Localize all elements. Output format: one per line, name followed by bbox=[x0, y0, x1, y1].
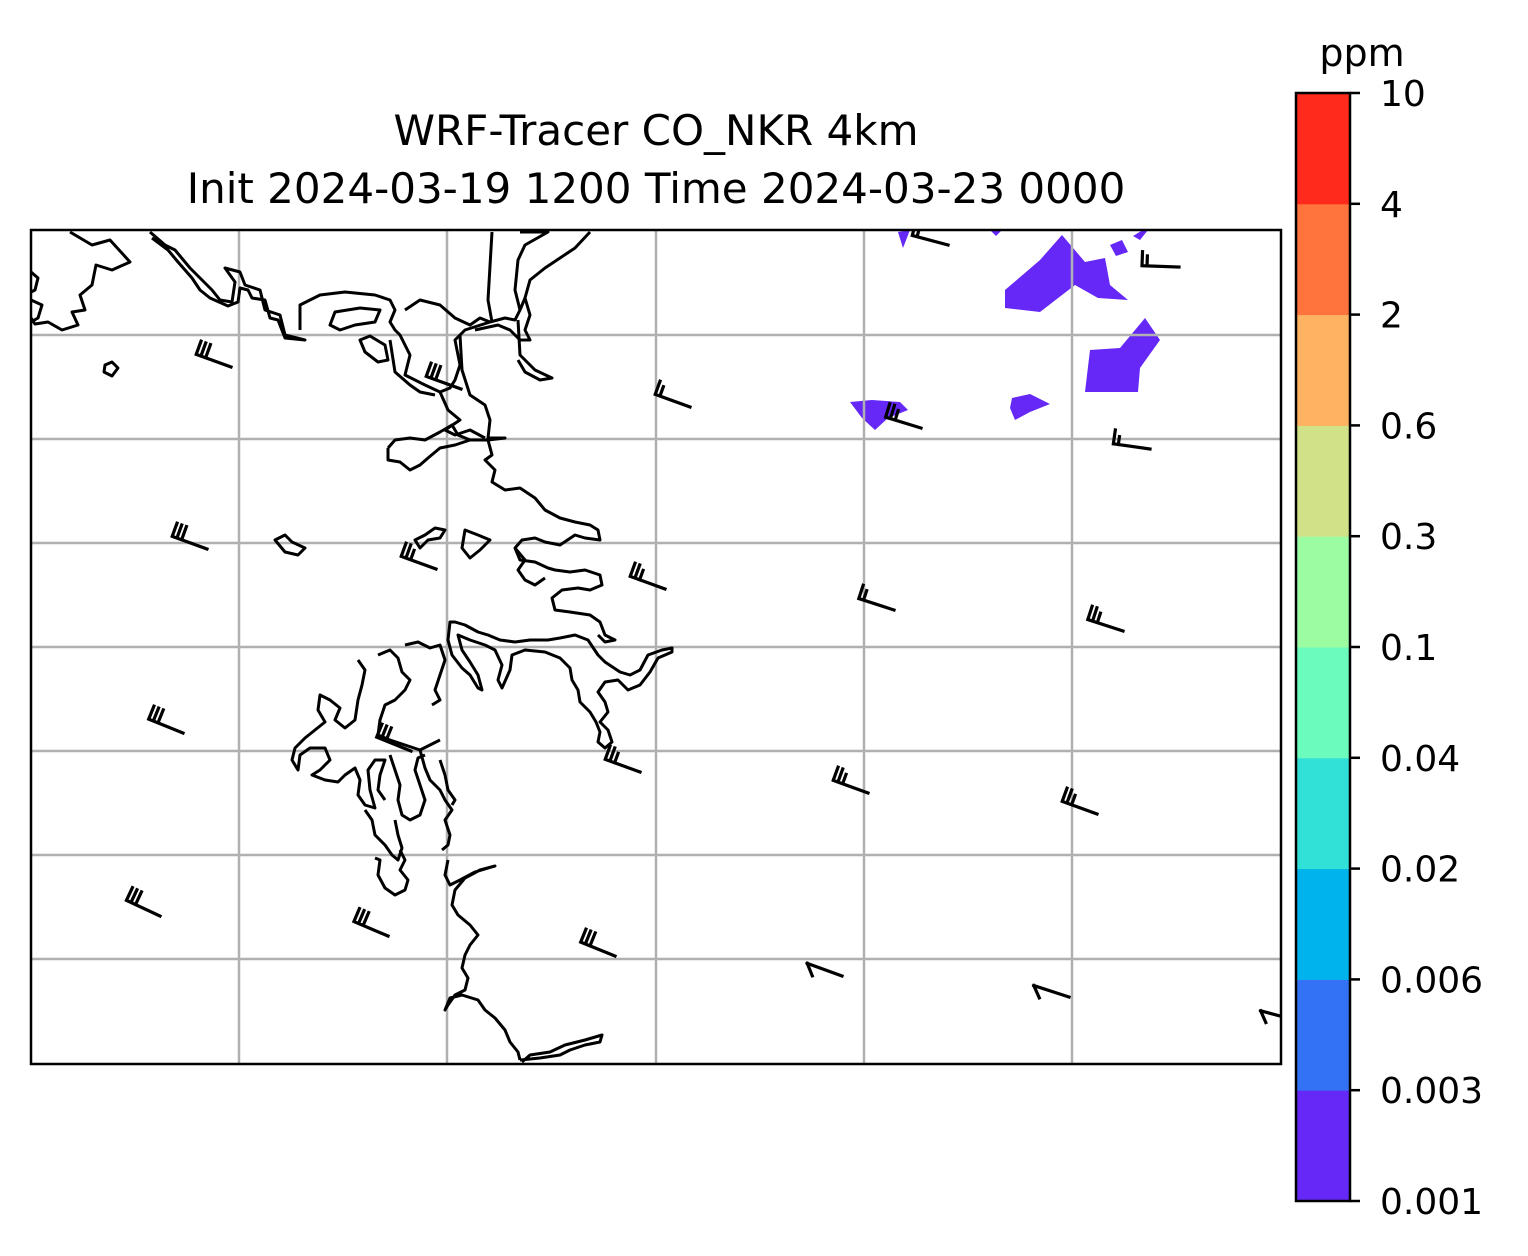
colorbar-tick-label: 0.04 bbox=[1380, 739, 1460, 780]
coastlines bbox=[31, 230, 674, 1064]
colorbar-segment bbox=[1296, 1090, 1350, 1202]
colorbar-segment bbox=[1296, 425, 1350, 537]
map-frame bbox=[29, 228, 1283, 1066]
colorbar-tick-label: 4 bbox=[1380, 185, 1403, 226]
colorbar-tick-label: 2 bbox=[1380, 296, 1403, 337]
colorbar-tick-label: 0.6 bbox=[1380, 406, 1437, 447]
tracer-patch bbox=[1110, 240, 1128, 256]
map-area bbox=[31, 230, 1281, 1064]
map-title-line1: WRF-Tracer CO_NKR 4km bbox=[393, 106, 919, 155]
map-title-line2: Init 2024-03-19 1200 Time 2024-03-23 000… bbox=[186, 164, 1126, 213]
colorbar: 0.001 0.003 0.006 0.02 0.04 0.1 0.3 0.6 2 4 10 bbox=[1294, 74, 1483, 1223]
gridlines bbox=[31, 230, 1281, 1064]
tracer-patch bbox=[1005, 235, 1128, 312]
colorbar-tick-label: 0.02 bbox=[1380, 850, 1460, 891]
colorbar-segment bbox=[1296, 757, 1350, 870]
tracer-patch bbox=[1133, 230, 1148, 240]
colorbar-segment bbox=[1296, 314, 1350, 426]
colorbar-segment bbox=[1296, 979, 1350, 1091]
colorbar-segment bbox=[1296, 868, 1350, 980]
colorbar-tick-label: 0.006 bbox=[1380, 960, 1483, 1001]
tracer-patch bbox=[1010, 394, 1050, 420]
tracer-patch bbox=[990, 230, 1002, 236]
colorbar-segment bbox=[1296, 203, 1350, 316]
colorbar-segment bbox=[1296, 93, 1350, 205]
colorbar-segment bbox=[1296, 536, 1350, 648]
colorbar-tick-label: 10 bbox=[1380, 74, 1426, 115]
colorbar-tick-label: 0.1 bbox=[1380, 628, 1437, 669]
wind-barbs bbox=[124, 230, 1281, 1025]
colorbar-units-label: ppm bbox=[1319, 31, 1404, 75]
colorbar-tick-label: 0.003 bbox=[1380, 1071, 1483, 1112]
tracer-patch bbox=[1085, 318, 1160, 392]
tracer-patch bbox=[850, 400, 908, 430]
tracer-shading bbox=[850, 230, 1160, 430]
colorbar-tick-label: 0.001 bbox=[1380, 1182, 1483, 1223]
tracer-patch bbox=[898, 230, 910, 248]
colorbar-tick-label: 0.3 bbox=[1380, 517, 1437, 558]
colorbar-segment bbox=[1296, 647, 1350, 759]
